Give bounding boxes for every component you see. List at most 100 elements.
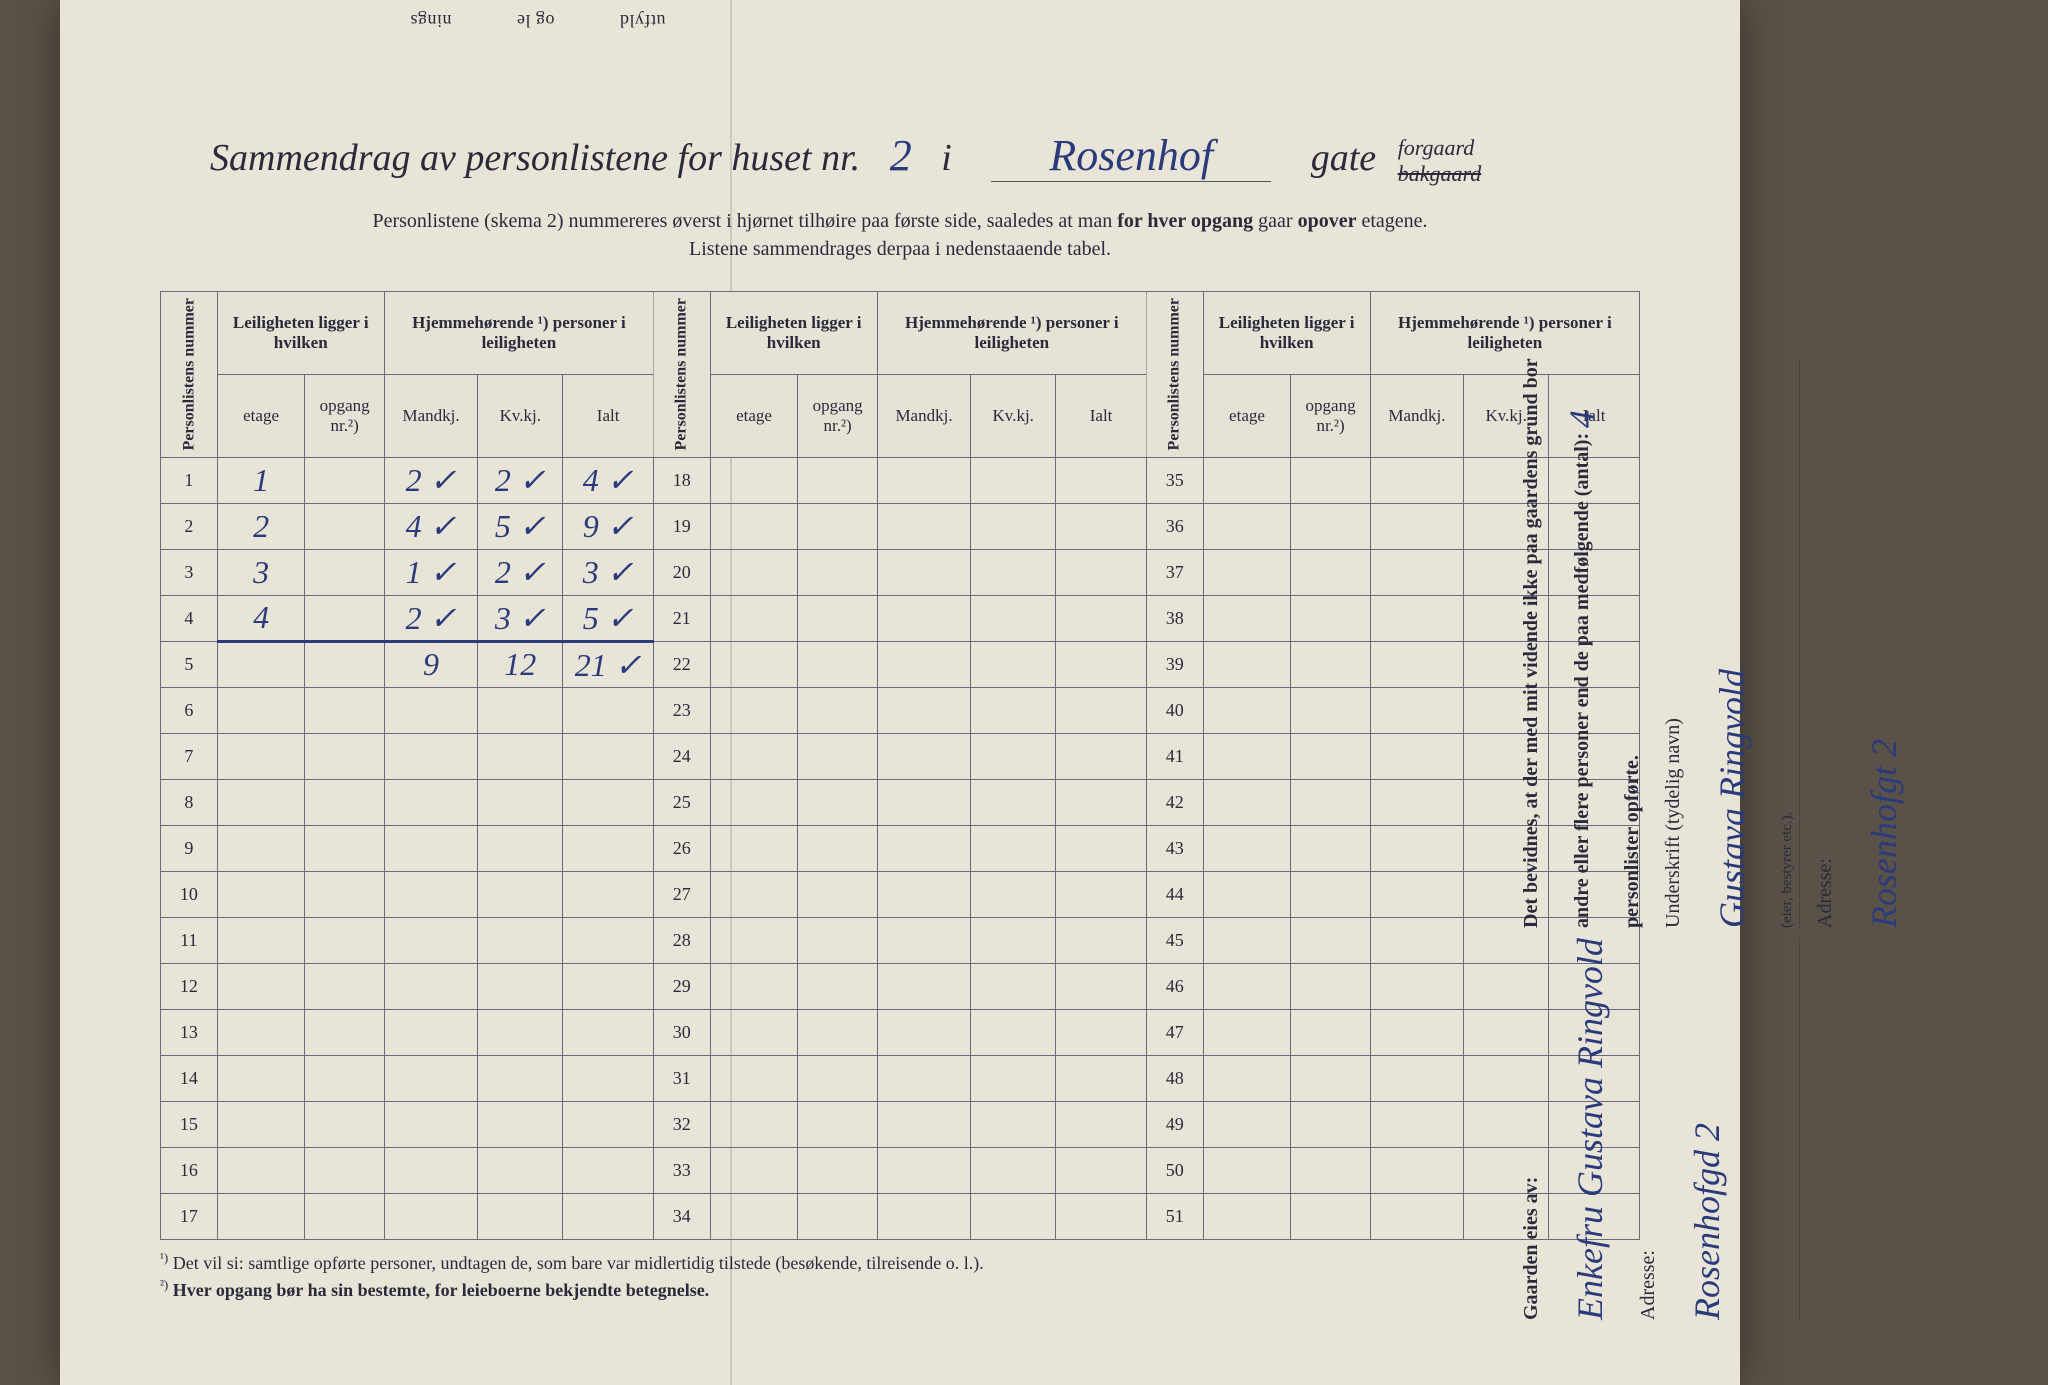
cell <box>384 1055 477 1101</box>
cell: 9 ✓ <box>563 503 654 549</box>
cell <box>305 1009 384 1055</box>
cell: 50 <box>1146 1147 1203 1193</box>
cell <box>1291 779 1370 825</box>
cell: 2 ✓ <box>384 595 477 641</box>
cell <box>1056 1193 1147 1239</box>
cell <box>1056 503 1147 549</box>
title-middle: i <box>941 137 952 179</box>
cell <box>1291 1101 1370 1147</box>
cell <box>478 779 563 825</box>
cell <box>971 1009 1056 1055</box>
title-prefix: Sammendrag av personlistene for huset nr… <box>210 137 860 179</box>
side-cert-col: Det bevidnes, at der med mit vidende ikk… <box>1520 358 1800 928</box>
table-row: 72441 <box>161 733 1640 779</box>
cell <box>1370 1009 1463 1055</box>
table-header: Personlistens nummer Leiligheten ligger … <box>161 292 1640 457</box>
cell <box>971 733 1056 779</box>
cell <box>478 917 563 963</box>
document-page: utfyld og le nings Sammendrag av personl… <box>60 0 1740 1385</box>
cell <box>217 917 305 963</box>
cell <box>971 1101 1056 1147</box>
cell <box>1056 595 1147 641</box>
cell: 16 <box>161 1147 218 1193</box>
cell: 21 ✓ <box>563 641 654 687</box>
subheader: Personlistene (skema 2) nummereres øvers… <box>100 207 1700 263</box>
cell <box>1370 457 1463 503</box>
cell <box>1056 963 1147 1009</box>
cell <box>798 733 877 779</box>
cell <box>563 825 654 871</box>
cell <box>1203 1101 1291 1147</box>
cell <box>217 1009 305 1055</box>
cell <box>971 457 1056 503</box>
fn1-idx: ¹) <box>160 1250 168 1265</box>
h-etage-1: etage <box>217 375 305 458</box>
cell: 2 <box>161 503 218 549</box>
side-owner-col: Gaarden eies av: Enkefru Gustava Ringvol… <box>1520 938 1800 1320</box>
cell <box>877 963 970 1009</box>
cell <box>710 549 798 595</box>
cell <box>1370 1101 1463 1147</box>
cell: 40 <box>1146 687 1203 733</box>
cell: 4 <box>161 595 218 641</box>
cell <box>217 1147 305 1193</box>
cell <box>877 687 970 733</box>
cell: 36 <box>1146 503 1203 549</box>
cell <box>217 687 305 733</box>
cell <box>710 503 798 549</box>
cell: 19 <box>653 503 710 549</box>
cell <box>478 825 563 871</box>
table-row: 591221 ✓2239 <box>161 641 1640 687</box>
cell <box>971 779 1056 825</box>
cell: 12 <box>161 963 218 1009</box>
cell <box>563 917 654 963</box>
cell <box>798 457 877 503</box>
cell: 32 <box>653 1101 710 1147</box>
cell <box>877 1055 970 1101</box>
sig-label: Underskrift (tydelig navn) <box>1662 358 1685 928</box>
cell <box>1056 687 1147 733</box>
cell: 5 ✓ <box>563 595 654 641</box>
cell: 43 <box>1146 825 1203 871</box>
cell <box>710 1147 798 1193</box>
cell <box>384 733 477 779</box>
cell <box>877 779 970 825</box>
cell <box>1370 871 1463 917</box>
cell <box>798 871 877 917</box>
cell: 15 <box>161 1101 218 1147</box>
cell <box>1056 549 1147 595</box>
cell <box>217 825 305 871</box>
cell <box>971 1193 1056 1239</box>
cell <box>710 917 798 963</box>
sub-l1e: etagene. <box>1361 210 1427 232</box>
sub-l1c: gaar <box>1258 210 1297 232</box>
cell <box>1203 687 1291 733</box>
cell <box>710 1101 798 1147</box>
cell: 33 <box>653 1147 710 1193</box>
cell <box>710 641 798 687</box>
cell <box>1370 595 1463 641</box>
cell <box>384 687 477 733</box>
h-kvkj-1: Kv.kj. <box>478 375 563 458</box>
cell <box>798 641 877 687</box>
cell: 45 <box>1146 917 1203 963</box>
table-row: 102744 <box>161 871 1640 917</box>
page-title: Sammendrag av personlistene for huset nr… <box>100 130 1700 187</box>
cell <box>384 1193 477 1239</box>
cell <box>305 917 384 963</box>
cell <box>563 1101 654 1147</box>
cell <box>305 733 384 779</box>
cell <box>710 963 798 1009</box>
cell <box>798 503 877 549</box>
cell <box>563 779 654 825</box>
cell <box>1203 779 1291 825</box>
cell <box>478 1147 563 1193</box>
cell <box>1370 733 1463 779</box>
cell: 8 <box>161 779 218 825</box>
cell: 26 <box>653 825 710 871</box>
sig-adresse-label: Adresse: <box>1814 358 1837 928</box>
cell <box>305 687 384 733</box>
cell <box>971 963 1056 1009</box>
cell <box>478 871 563 917</box>
cell <box>1056 917 1147 963</box>
